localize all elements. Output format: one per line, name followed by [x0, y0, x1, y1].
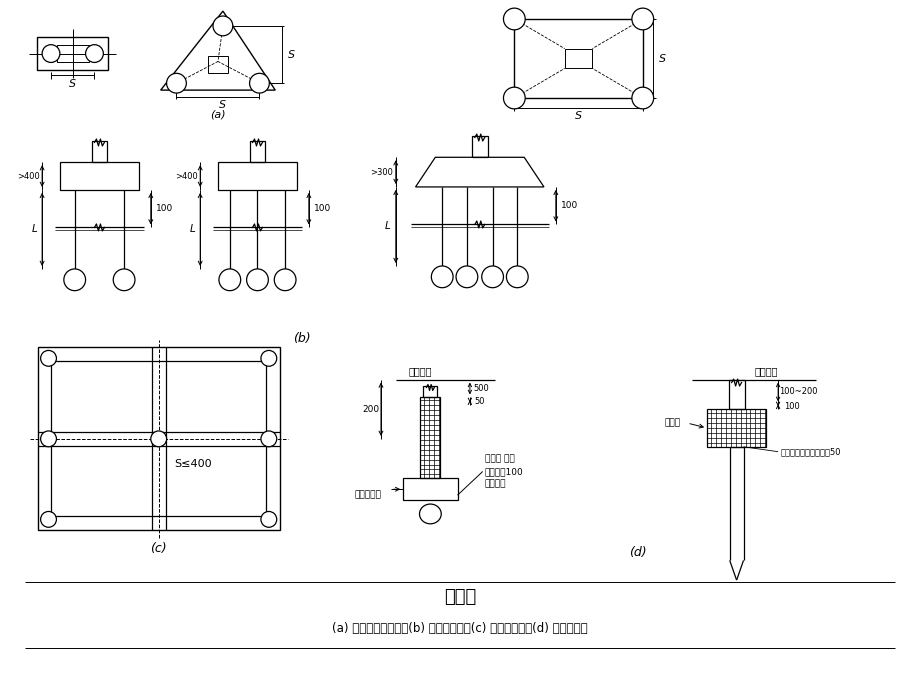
Text: S: S	[658, 54, 665, 63]
Bar	[423, 386, 437, 397]
Text: S: S	[69, 79, 76, 89]
Text: 100: 100	[156, 204, 173, 213]
Text: 50: 50	[474, 397, 484, 406]
Bar	[91, 141, 108, 162]
Circle shape	[261, 511, 277, 527]
Text: S: S	[219, 100, 226, 110]
Text: 筋砖承台梁: 筋砖承台梁	[354, 491, 380, 500]
Text: (d): (d)	[629, 546, 646, 559]
Bar	[706, 409, 766, 446]
Circle shape	[505, 266, 528, 288]
Text: 500: 500	[473, 384, 489, 393]
Circle shape	[503, 8, 525, 30]
Text: L: L	[384, 221, 391, 231]
Text: S: S	[288, 50, 294, 59]
Text: (c): (c)	[150, 542, 167, 555]
Circle shape	[503, 87, 525, 109]
Circle shape	[42, 45, 60, 63]
Text: (a) 桩基础承台平板；(b) 桩基础立面；(c) 桩平面布置；(d) 桩基础剖面: (a) 桩基础承台平板；(b) 桩基础立面；(c) 桩平面布置；(d) 桩基础剖…	[332, 622, 587, 635]
Bar	[38, 348, 279, 530]
Circle shape	[261, 351, 277, 366]
Circle shape	[213, 16, 233, 36]
Ellipse shape	[419, 504, 441, 524]
Bar	[60, 162, 139, 190]
Text: 桩基础: 桩基础	[443, 588, 476, 606]
Circle shape	[40, 351, 56, 366]
Text: 承台梁: 承台梁	[664, 419, 680, 428]
Bar	[728, 380, 743, 409]
Circle shape	[631, 8, 652, 30]
Bar	[37, 37, 108, 70]
Text: 100: 100	[561, 201, 578, 210]
Text: S: S	[574, 111, 582, 121]
Text: 室外地面: 室外地面	[754, 366, 777, 375]
Text: 100~200: 100~200	[777, 387, 816, 396]
Bar	[57, 45, 88, 63]
Circle shape	[431, 266, 452, 288]
Circle shape	[166, 73, 187, 93]
Circle shape	[261, 431, 277, 446]
Bar	[403, 478, 457, 500]
Text: 200: 200	[362, 405, 380, 414]
Circle shape	[63, 269, 85, 290]
Bar	[514, 19, 642, 98]
Text: 厚渣垫层: 厚渣垫层	[484, 480, 505, 489]
Text: S≤400: S≤400	[175, 459, 212, 469]
Text: L: L	[31, 224, 37, 235]
Bar	[471, 135, 487, 157]
Circle shape	[246, 269, 268, 290]
Circle shape	[85, 45, 103, 63]
Circle shape	[456, 266, 477, 288]
Bar	[420, 397, 440, 478]
Bar	[249, 141, 265, 162]
Text: 冰冻线 内承: 冰冻线 内承	[484, 454, 514, 463]
Text: >300: >300	[370, 168, 393, 177]
Bar	[218, 162, 297, 190]
Circle shape	[151, 431, 166, 446]
Circle shape	[249, 73, 269, 93]
Circle shape	[219, 269, 241, 290]
Bar	[208, 55, 228, 73]
Circle shape	[631, 87, 652, 109]
Text: 室外地面: 室外地面	[408, 366, 432, 375]
Text: 台梁下作100: 台梁下作100	[484, 467, 523, 476]
Circle shape	[113, 269, 135, 290]
Text: 预制桩桩头伸入承台梁50: 预制桩桩头伸入承台梁50	[780, 447, 841, 456]
Circle shape	[40, 511, 56, 527]
Circle shape	[40, 431, 56, 446]
Bar	[564, 48, 592, 68]
Text: 100: 100	[783, 402, 799, 411]
Text: (b): (b)	[293, 332, 311, 344]
Text: (a): (a)	[210, 110, 225, 120]
Circle shape	[482, 266, 503, 288]
Circle shape	[274, 269, 296, 290]
Text: 100: 100	[313, 204, 331, 213]
Text: L: L	[189, 224, 195, 235]
Text: >400: >400	[175, 172, 198, 181]
Bar	[51, 362, 266, 516]
Text: >400: >400	[17, 172, 40, 181]
